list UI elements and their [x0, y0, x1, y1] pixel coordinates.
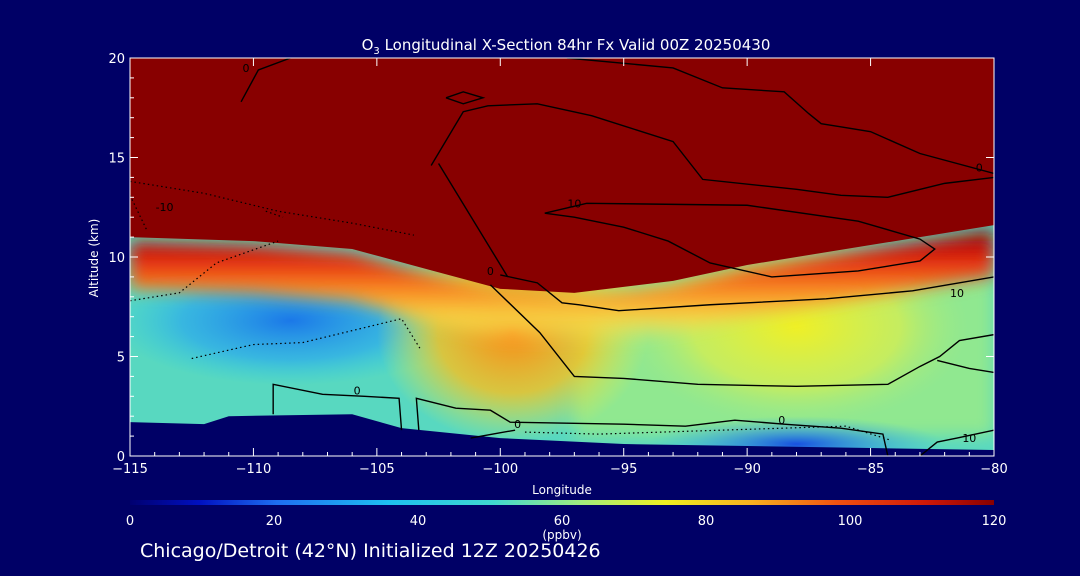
y-tick-label: 10 — [108, 251, 125, 266]
x-tick-label: −80 — [980, 462, 1007, 477]
stratospheric-ozone — [130, 58, 994, 293]
contour-line-solid — [470, 429, 516, 439]
contour-line-solid — [430, 103, 994, 199]
contour-line-solid — [500, 274, 994, 312]
y-tick-label: 0 — [117, 450, 125, 465]
contour-line-dotted — [130, 180, 414, 236]
contour-line-solid — [544, 202, 936, 278]
colorbar-tick-label: 40 — [410, 514, 427, 529]
plot-area: 0 -10 10 0 10 0 0 0 10 0 — [130, 58, 994, 456]
contour-line-solid — [919, 429, 994, 456]
contour-line-solid — [272, 383, 403, 431]
colorbar-tick-label: 60 — [554, 514, 571, 529]
contour-line-solid — [240, 58, 291, 103]
footer-caption: Chicago/Detroit (42°N) Initialized 12Z 2… — [140, 540, 601, 562]
contour-label: 0 — [354, 384, 361, 397]
x-tick-label: −85 — [857, 462, 884, 477]
contour-label: 0 — [514, 418, 521, 431]
contour-label: 10 — [567, 197, 581, 210]
x-tick-label: −95 — [610, 462, 637, 477]
colorbar-tick-label: 100 — [838, 514, 863, 529]
contour-label: 0 — [487, 265, 494, 278]
x-tick-label: −115 — [112, 462, 148, 477]
colorbar-gradient — [130, 500, 994, 505]
contour-line-solid — [437, 163, 509, 278]
y-axis-label: Altitude (km) — [87, 219, 101, 298]
contour-line-dotted — [191, 318, 422, 360]
colorbar-units-label: (ppbv) — [542, 528, 581, 542]
y-tick-label: 15 — [108, 152, 125, 167]
colorbar-tick-label: 0 — [126, 514, 134, 529]
contour-label: 0 — [778, 414, 785, 427]
contour-line-solid — [937, 359, 994, 374]
tropopause-gradient — [130, 229, 994, 345]
contour-label: -10 — [156, 201, 174, 214]
y-tick-label: 20 — [108, 52, 125, 67]
contour-line-solid — [566, 58, 994, 175]
colorbar: 0 20 40 60 80 100 120 — [126, 500, 1007, 529]
contour-line-solid — [415, 397, 889, 456]
contour-label: 0 — [243, 62, 250, 75]
contour-label: 0 — [976, 161, 983, 174]
x-tick-label: −100 — [482, 462, 518, 477]
contour-label: 10 — [950, 287, 964, 300]
y-tick-label: 5 — [117, 351, 125, 366]
x-tick-label: −105 — [359, 462, 395, 477]
colorbar-tick-label: 80 — [698, 514, 715, 529]
chart-title: O3 Longitudinal X-Section 84hr Fx Valid … — [362, 36, 771, 57]
axes: −115 −110 −105 −100 −95 −90 −85 −80 0 5 10 15 20 — [108, 52, 1007, 477]
x-axis-label: Longitude — [532, 483, 592, 497]
colorbar-tick-label: 120 — [982, 514, 1007, 529]
contour-label: 10 — [962, 432, 976, 445]
contour-line-dotted — [265, 210, 284, 218]
contour-line-solid — [445, 91, 486, 105]
colorbar-tick-label: 20 — [266, 514, 283, 529]
x-tick-label: −90 — [733, 462, 760, 477]
terrain — [130, 414, 994, 456]
x-tick-label: −110 — [236, 462, 272, 477]
contour-line-solid — [489, 284, 994, 388]
